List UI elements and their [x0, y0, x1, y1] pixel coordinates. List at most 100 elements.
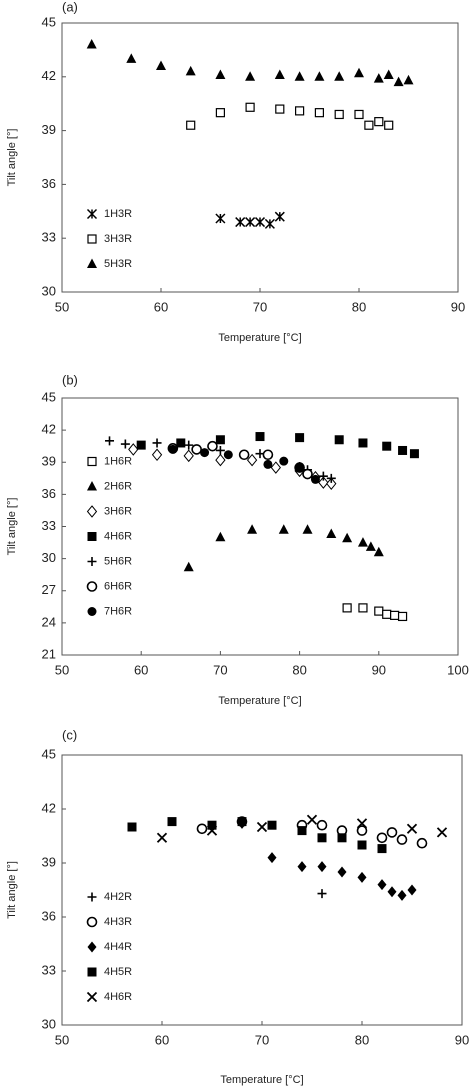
marker — [246, 453, 258, 467]
legend-marker — [86, 505, 98, 518]
panel-label: (c) — [62, 727, 77, 742]
legend-marker — [87, 892, 97, 902]
legend-item: 1H6R — [87, 455, 132, 467]
series — [196, 816, 428, 849]
legend-item: 4H5R — [87, 966, 132, 978]
x-tick-label: 70 — [253, 299, 267, 314]
marker — [376, 832, 388, 844]
marker — [416, 837, 428, 849]
marker — [403, 74, 414, 85]
marker — [184, 440, 194, 450]
legend-label: 4H6R — [104, 530, 132, 542]
legend-marker — [87, 456, 97, 467]
marker — [316, 819, 328, 831]
y-tick-label: 36 — [42, 486, 56, 501]
panel: (c) 30 33 36 39 42 45 50 60 70 80 90 Temperature [°C… — [6, 727, 469, 1085]
marker — [374, 117, 384, 127]
panel-label: (a) — [62, 0, 78, 14]
series — [136, 432, 419, 459]
y-tick-label: 42 — [42, 422, 56, 437]
x-tick-label: 50 — [55, 299, 69, 314]
marker — [377, 879, 387, 891]
legend-item: 6H6R — [86, 580, 132, 592]
marker — [183, 561, 194, 572]
marker — [377, 844, 387, 854]
legend-item: 4H6R — [86, 991, 132, 1003]
marker — [317, 889, 327, 899]
y-tick-label: 33 — [42, 518, 56, 533]
marker — [314, 71, 325, 81]
legend-item: 3H3R — [87, 233, 132, 245]
x-axis-label: Temperature [°C] — [218, 695, 301, 707]
x-tick-label: 70 — [255, 1032, 269, 1047]
marker — [407, 884, 417, 896]
marker — [127, 822, 137, 832]
x-tick-label: 100 — [447, 662, 469, 677]
legend-label: 4H5R — [104, 966, 132, 978]
marker — [397, 611, 408, 622]
legend-marker — [87, 941, 97, 953]
legend-marker — [87, 481, 97, 491]
marker — [354, 109, 364, 120]
y-tick-label: 27 — [42, 582, 56, 597]
marker — [120, 439, 130, 449]
legend-item: 1H3R — [86, 208, 132, 220]
series — [237, 817, 417, 901]
marker — [373, 73, 384, 83]
marker — [358, 603, 368, 613]
marker — [295, 463, 305, 473]
y-tick-label: 36 — [42, 908, 56, 923]
series — [156, 814, 448, 843]
marker — [86, 39, 97, 49]
x-tick-label: 90 — [372, 662, 386, 677]
marker — [297, 861, 307, 873]
marker — [128, 443, 139, 456]
y-tick-label: 42 — [42, 800, 56, 815]
marker — [337, 833, 347, 843]
marker — [397, 889, 407, 901]
y-tick-label: 21 — [42, 646, 56, 661]
x-tick-label: 60 — [155, 1032, 169, 1047]
marker — [326, 477, 337, 490]
marker — [186, 120, 196, 130]
y-tick-label: 33 — [42, 230, 56, 245]
legend-label: 7H6R — [104, 605, 132, 617]
marker — [176, 438, 186, 448]
marker — [235, 217, 246, 228]
marker — [383, 69, 394, 80]
marker — [245, 71, 256, 81]
legend-marker — [87, 234, 97, 244]
marker — [295, 106, 305, 116]
legend-marker — [86, 208, 98, 220]
marker — [302, 524, 313, 534]
marker — [278, 524, 289, 534]
marker — [256, 821, 268, 833]
series — [183, 524, 384, 572]
marker — [358, 438, 368, 448]
x-tick-label: 60 — [154, 299, 168, 314]
y-axis-label: Tilt angle [°] — [6, 129, 18, 187]
series — [86, 39, 414, 87]
marker — [275, 104, 285, 114]
marker — [151, 448, 163, 462]
marker — [365, 541, 376, 551]
panel: (a) 30 33 36 39 42 45 50 60 70 80 90 Temperature [°C… — [6, 0, 465, 344]
y-tick-label: 24 — [42, 614, 56, 629]
legend-item: 2H6R — [87, 480, 132, 492]
marker — [196, 823, 208, 835]
marker — [105, 436, 115, 446]
marker — [317, 861, 327, 873]
legend-marker — [86, 916, 98, 928]
x-axis-label: Temperature [°C] — [220, 1074, 303, 1086]
legend-item: 5H6R — [87, 555, 132, 567]
marker — [334, 71, 345, 81]
legend-label: 1H6R — [104, 455, 132, 467]
marker — [126, 53, 137, 63]
x-axis-label: Temperature [°C] — [218, 332, 301, 344]
legend-label: 4H4R — [104, 941, 132, 953]
y-tick-label: 39 — [42, 454, 56, 469]
y-tick-label: 30 — [42, 1016, 56, 1031]
marker — [279, 456, 289, 466]
marker — [254, 217, 266, 228]
x-tick-label: 60 — [134, 662, 148, 677]
